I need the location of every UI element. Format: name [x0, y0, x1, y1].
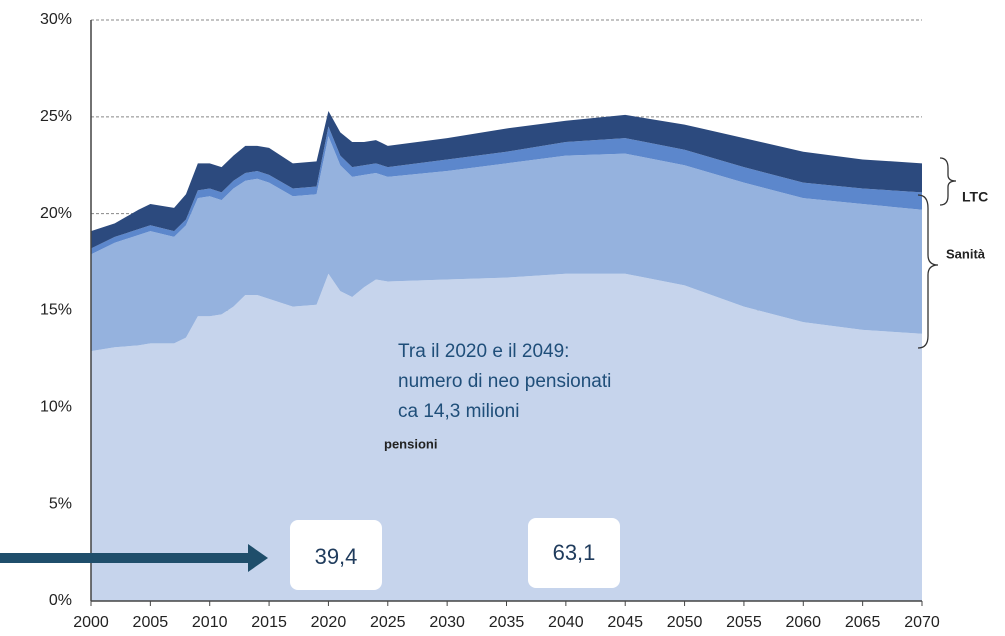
note-line: ca 14,3 milioni [398, 401, 519, 422]
x-tick-label: 2005 [133, 614, 169, 631]
callout-box [528, 518, 620, 588]
x-tick-label: 2060 [785, 614, 821, 631]
x-tick-label: 2020 [311, 614, 347, 631]
y-tick-label: 15% [40, 302, 72, 319]
ltc-brace [939, 157, 957, 206]
x-tick-label: 2055 [726, 614, 762, 631]
y-tick-label: 30% [40, 11, 72, 28]
x-tick-label: 2025 [370, 614, 406, 631]
x-tick-label: 2030 [429, 614, 465, 631]
callout-value: 63,1 [553, 540, 596, 565]
x-tick-label: 2015 [251, 614, 287, 631]
area [91, 111, 922, 249]
y-tick-label: 20% [40, 205, 72, 222]
x-tick-label: 2035 [489, 614, 525, 631]
y-tick-label: 5% [49, 495, 72, 512]
area [91, 273, 922, 601]
axes: 0% 5% 10% 15% 20% 25% 30% 2000 2005 2010 2015 2020 2… [40, 11, 940, 631]
x-tick-label: 2000 [73, 614, 109, 631]
arrow-shaft [0, 553, 250, 563]
sanita-brace [917, 194, 939, 349]
callout-value: 39,4 [315, 544, 358, 569]
ltc-label: LTC [962, 189, 988, 205]
areas [91, 111, 922, 601]
x-tick-label: 2050 [667, 614, 703, 631]
y-tick-label: 25% [40, 108, 72, 125]
note-line: numero di neo pensionati [398, 371, 611, 392]
y-tick-label: 10% [40, 399, 72, 416]
x-tick-label: 2065 [845, 614, 881, 631]
x-tick-label: 2045 [607, 614, 643, 631]
note-line: Tra il 2020 e il 2049: [398, 341, 569, 362]
y-tick-label: 0% [49, 592, 72, 609]
x-tick-label: 2070 [904, 614, 940, 631]
callout-box [290, 520, 382, 590]
arrow-head [248, 544, 268, 572]
area [91, 136, 922, 352]
sanita-label: Sanità [946, 246, 986, 261]
pensioni-label: pensioni [384, 436, 437, 451]
x-tick-label: 2010 [192, 614, 228, 631]
x-tick-label: 2040 [548, 614, 584, 631]
